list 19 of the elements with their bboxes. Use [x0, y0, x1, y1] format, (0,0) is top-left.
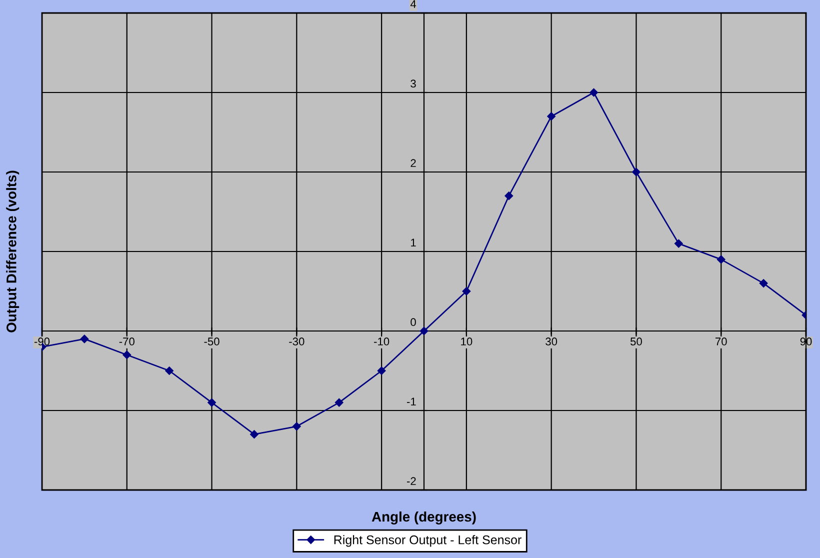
x-axis-title: Angle (degrees) [372, 511, 476, 524]
y-tick-label: 1 [411, 238, 416, 246]
x-tick-label: 70 [716, 338, 727, 346]
y-tick-label: 3 [410, 80, 416, 88]
y-axis-title: Output Difference (volts) [6, 170, 20, 332]
y-tick-label: -2 [406, 477, 416, 485]
y-tick-label: 0 [410, 318, 416, 326]
x-tick-label: -70 [119, 338, 134, 346]
y-tick-label: 4 [410, 0, 416, 8]
y-tick-label: 2 [410, 159, 416, 167]
legend-label: Right Sensor Output - Left Sensor [334, 535, 522, 547]
x-tick-label: 10 [461, 338, 472, 346]
x-tick-label: -90 [34, 338, 50, 346]
x-tick-label: -50 [204, 338, 220, 346]
x-tick-label: -30 [289, 338, 304, 346]
x-tick-label: -10 [374, 338, 390, 346]
x-tick-label: 30 [546, 338, 558, 346]
y-tick-label: -1 [406, 398, 416, 406]
x-tick-label: 50 [630, 338, 642, 346]
